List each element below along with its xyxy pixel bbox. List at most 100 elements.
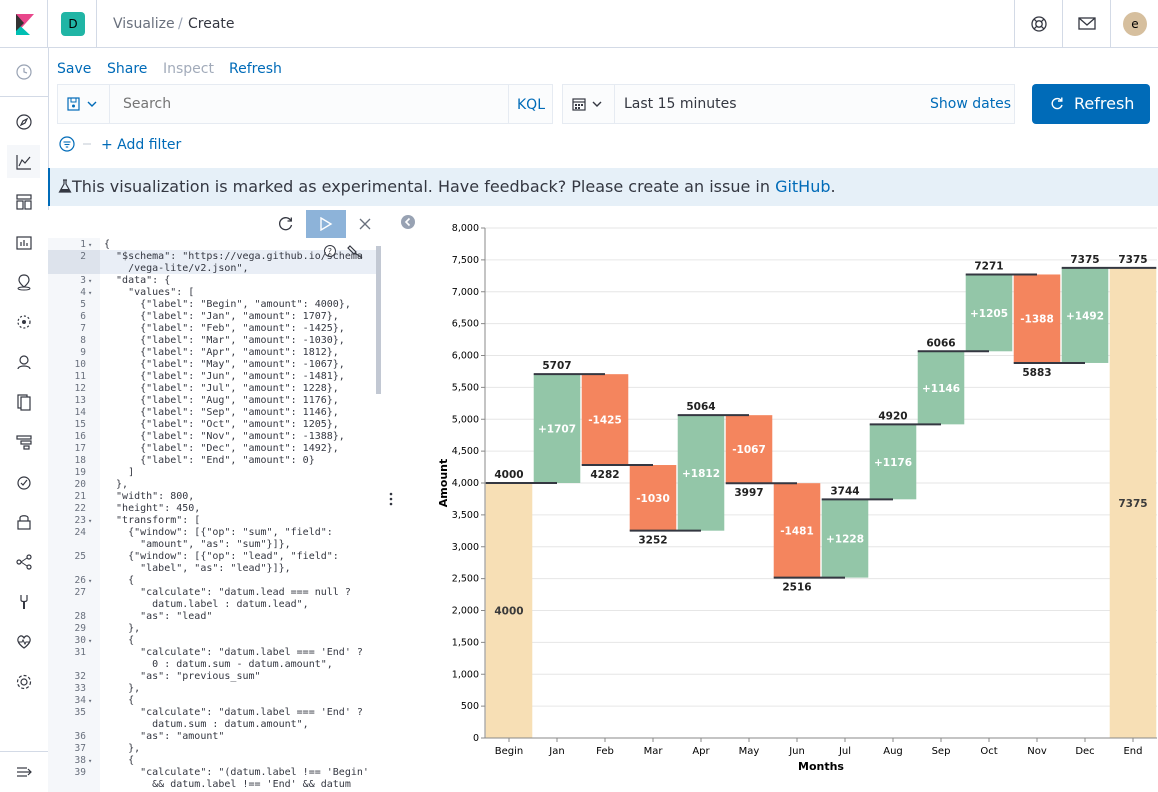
fold-arrow-icon[interactable]: ▾: [88, 757, 93, 765]
user-menu-button[interactable]: e: [1110, 0, 1158, 48]
breadcrumb-visualize[interactable]: Visualize: [113, 16, 175, 32]
code-line[interactable]: {: [104, 239, 111, 250]
refresh-button[interactable]: Refresh: [1032, 84, 1150, 124]
dev-tools-wrench-icon[interactable]: [15, 593, 33, 611]
time-range-value[interactable]: Last 15 minutes: [624, 96, 737, 112]
code-line[interactable]: "as": "lead": [104, 611, 213, 622]
fold-arrow-icon[interactable]: ▾: [88, 517, 93, 525]
code-line[interactable]: {"label": "Dec", "amount": 1492},: [104, 443, 339, 454]
reset-refresh-icon[interactable]: [278, 216, 294, 232]
code-line[interactable]: {"label": "Jul", "amount": 1228},: [104, 383, 339, 394]
management-gear-icon[interactable]: [15, 673, 33, 691]
code-line[interactable]: {"window": [{"op": "lead", "field":: [104, 551, 339, 562]
logs-icon[interactable]: [15, 393, 33, 411]
github-link[interactable]: GitHub: [775, 177, 831, 196]
refresh-link[interactable]: Refresh: [229, 61, 282, 77]
code-line[interactable]: {"label": "Aug", "amount": 1176},: [104, 395, 339, 406]
add-filter-link[interactable]: + Add filter: [101, 137, 182, 153]
infrastructure-icon[interactable]: [15, 353, 33, 371]
code-line[interactable]: "label", "as": "lead"}]},: [104, 563, 291, 574]
code-line[interactable]: /vega-lite/v2.json",: [104, 263, 249, 274]
code-line[interactable]: && datum.label !== 'End' && datum: [104, 779, 351, 790]
news-feed-button[interactable]: [1062, 0, 1110, 48]
siem-lock-icon[interactable]: [15, 513, 33, 531]
editor-help-icons[interactable]: ?: [322, 244, 366, 260]
code-line[interactable]: {"label": "Apr", "amount": 1812},: [104, 347, 339, 358]
visualize-chart-icon[interactable]: [15, 153, 33, 171]
discover-compass-icon[interactable]: [15, 113, 33, 131]
code-line[interactable]: },: [104, 623, 141, 634]
update-button[interactable]: [306, 210, 346, 238]
code-line[interactable]: {: [104, 575, 135, 586]
code-line[interactable]: "calculate": "datum.label === 'End' ?: [104, 647, 363, 658]
code-line[interactable]: "as": "previous_sum": [104, 671, 261, 682]
code-line[interactable]: "$schema": "https://vega.github.io/schem…: [104, 251, 363, 262]
code-line[interactable]: "calculate": "datum.label === 'End' ?: [104, 707, 363, 718]
graph-icon[interactable]: [15, 553, 33, 571]
code-line[interactable]: {"label": "Jun", "amount": -1481},: [104, 371, 345, 382]
code-line[interactable]: datum.label : datum.lead",: [104, 599, 309, 610]
code-line[interactable]: {"window": [{"op": "sum", "field":: [104, 527, 333, 538]
code-line[interactable]: },: [104, 683, 141, 694]
code-line[interactable]: "height": 450,: [104, 503, 201, 514]
code-line[interactable]: "as": "amount": [104, 731, 225, 742]
resize-handle-icon[interactable]: [386, 490, 396, 508]
expand-nav-icon[interactable]: [15, 763, 33, 781]
help-button[interactable]: [1014, 0, 1062, 48]
quick-menu-button[interactable]: [562, 84, 615, 124]
code-line[interactable]: {"label": "End", "amount": 0}: [104, 455, 315, 466]
code-line[interactable]: "amount", "as": "sum"}]},: [104, 539, 291, 550]
code-line[interactable]: },: [104, 743, 141, 754]
bar-begin: [485, 483, 533, 738]
code-line[interactable]: "data": {: [104, 275, 171, 286]
search-input[interactable]: [111, 85, 507, 123]
code-line[interactable]: {"label": "Sep", "amount": 1146},: [104, 407, 339, 418]
fold-arrow-icon[interactable]: ▾: [88, 697, 93, 705]
code-line[interactable]: {"label": "Mar", "amount": -1030},: [104, 335, 345, 346]
query-language-button[interactable]: KQL: [508, 84, 553, 124]
collapse-panel-icon[interactable]: [400, 214, 416, 230]
code-line[interactable]: datum.sum : datum.amount",: [104, 719, 309, 730]
fold-arrow-icon[interactable]: ▾: [88, 637, 93, 645]
code-line[interactable]: {"label": "Jan", "amount": 1707},: [104, 311, 339, 322]
code-line[interactable]: },: [104, 479, 129, 490]
canvas-icon[interactable]: [15, 233, 33, 251]
filter-options-icon[interactable]: [59, 136, 93, 152]
maps-pin-icon[interactable]: [15, 273, 33, 291]
share-link[interactable]: Share: [107, 61, 148, 77]
kibana-logo[interactable]: [0, 0, 48, 48]
code-line[interactable]: {"label": "Begin", "amount": 4000},: [104, 299, 351, 310]
code-line[interactable]: {"label": "Feb", "amount": -1425},: [104, 323, 345, 334]
code-line[interactable]: "values": [: [104, 287, 195, 298]
code-line[interactable]: "calculate": "datum.lead === null ?: [104, 587, 351, 598]
code-line[interactable]: 0 : datum.sum - datum.amount",: [104, 659, 333, 670]
uptime-icon[interactable]: [15, 473, 33, 491]
code-line[interactable]: {: [104, 695, 135, 706]
code-line[interactable]: {: [104, 635, 135, 646]
code-line[interactable]: {"label": "Nov", "amount": -1388},: [104, 431, 345, 442]
machine-learning-icon[interactable]: [15, 313, 33, 331]
dashboard-icon[interactable]: [15, 193, 33, 211]
code-line[interactable]: "width": 800,: [104, 491, 195, 502]
code-line[interactable]: {: [104, 755, 135, 766]
apm-icon[interactable]: [15, 433, 33, 451]
x-tick-label: Dec: [1075, 746, 1094, 757]
saved-query-button[interactable]: [57, 84, 110, 124]
fold-arrow-icon[interactable]: ▾: [88, 241, 93, 249]
recently-viewed-icon[interactable]: [15, 63, 33, 81]
show-dates-link[interactable]: Show dates: [930, 96, 1012, 112]
monitoring-heart-icon[interactable]: [15, 633, 33, 651]
fold-arrow-icon[interactable]: ▾: [88, 277, 93, 285]
code-line[interactable]: {"label": "May", "amount": -1067},: [104, 359, 345, 370]
line-number: 7: [80, 323, 86, 334]
fold-arrow-icon[interactable]: ▾: [88, 577, 93, 585]
editor-scrollbar[interactable]: [376, 246, 381, 394]
space-avatar[interactable]: D: [61, 12, 85, 36]
code-line[interactable]: ]: [104, 467, 135, 478]
code-line[interactable]: "calculate": "(datum.label !== 'Begin': [104, 767, 369, 778]
save-link[interactable]: Save: [57, 61, 92, 77]
fold-arrow-icon[interactable]: ▾: [88, 289, 93, 297]
code-line[interactable]: "transform": [: [104, 515, 201, 526]
code-line[interactable]: {"label": "Oct", "amount": 1205},: [104, 419, 339, 430]
close-editor-icon[interactable]: [358, 217, 372, 231]
